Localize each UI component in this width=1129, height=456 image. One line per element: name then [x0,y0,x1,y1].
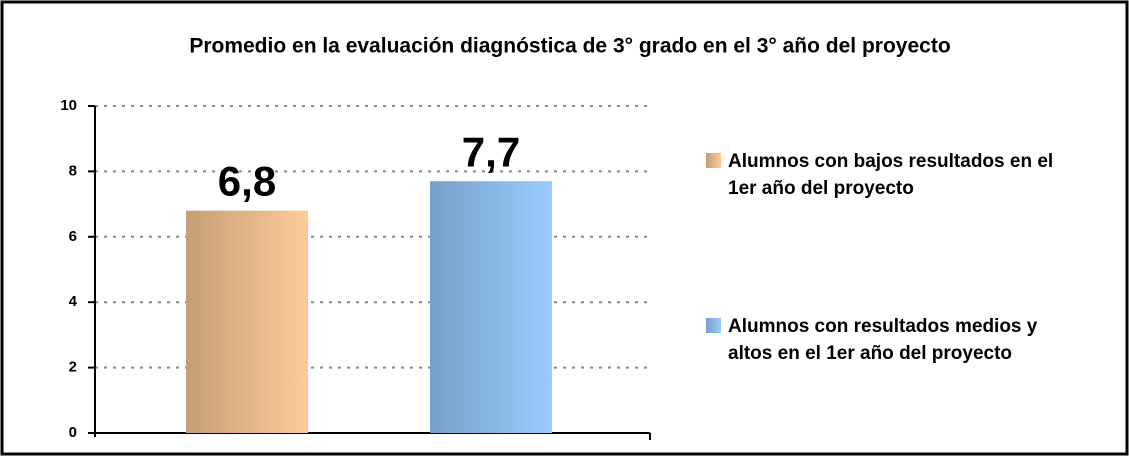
chart-title: Promedio en la evaluación diagnóstica de… [189,35,950,58]
bar [186,210,308,433]
value-label: 7,7 [462,128,520,175]
y-tick-label: 10 [60,97,77,114]
y-tick-label: 4 [69,293,78,310]
legend-swatch [706,318,721,333]
legend-label: Alumnos con bajos resultados en el 1er a… [728,151,1054,199]
y-tick-label: 2 [69,359,77,376]
bar [430,181,552,433]
y-tick-label: 8 [69,162,77,179]
y-tick-label: 0 [69,424,77,441]
legend-label: Alumnos con resultados medios y altos en… [728,316,1038,364]
value-label: 6,8 [218,158,276,205]
y-tick-label: 6 [69,228,77,245]
legend-swatch [706,153,721,168]
